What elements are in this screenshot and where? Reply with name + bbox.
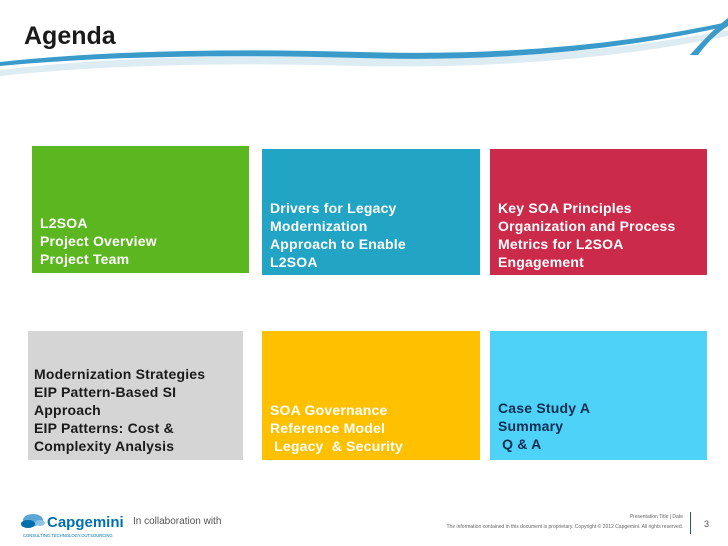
tile-line: Approach to Enable bbox=[270, 236, 406, 252]
tile-line: Engagement bbox=[498, 254, 585, 270]
collaboration-text: In collaboration with bbox=[133, 516, 222, 527]
agenda-tile-drivers[interactable]: Drivers for Legacy Modernization Approac… bbox=[262, 149, 480, 275]
footer-divider bbox=[690, 512, 691, 534]
tile-line: Drivers for Legacy bbox=[270, 200, 397, 216]
presentation-title: Presentation Title | Date bbox=[629, 514, 683, 520]
tile-line: Modernization Strategies bbox=[34, 366, 206, 382]
tile-line: EIP Patterns: Cost & bbox=[34, 420, 174, 436]
tile-line: SOA Governance bbox=[270, 402, 388, 418]
tile-line: Modernization bbox=[270, 218, 368, 234]
tile-line: Approach bbox=[34, 402, 101, 418]
tile-line: Metrics for L2SOA bbox=[498, 236, 624, 252]
tile-line: Organization and Process bbox=[498, 218, 676, 234]
agenda-tile-project[interactable]: L2SOA Project Overview Project Team bbox=[32, 146, 249, 273]
tile-line: Case Study A bbox=[498, 400, 591, 416]
tile-line: Legacy & Security bbox=[270, 438, 403, 454]
tile-line: Project Overview bbox=[40, 233, 157, 249]
logo-tagline: CONSULTING.TECHNOLOGY.OUTSOURCING bbox=[23, 533, 113, 538]
tile-line: Summary bbox=[498, 418, 564, 434]
agenda-tile-principles[interactable]: Key SOA Principles Organization and Proc… bbox=[490, 149, 707, 275]
tile-line: L2SOA bbox=[270, 254, 318, 270]
tile-line: Reference Model bbox=[270, 420, 386, 436]
page-title: Agenda bbox=[24, 22, 116, 50]
tile-line: Project Team bbox=[40, 251, 130, 267]
tile-line: Complexity Analysis bbox=[34, 438, 175, 454]
agenda-tile-governance[interactable]: SOA Governance Reference Model Legacy & … bbox=[262, 331, 480, 460]
header-swoosh bbox=[0, 18, 728, 76]
page-number: 3 bbox=[704, 519, 710, 529]
copyright-disclaimer: The information contained in this docume… bbox=[446, 524, 684, 530]
agenda-tile-casestudy[interactable]: Case Study A Summary Q & A bbox=[490, 331, 707, 460]
tile-line: Q & A bbox=[498, 436, 542, 452]
tile-line: EIP Pattern-Based SI bbox=[34, 384, 177, 400]
logo-wordmark: Capgemini bbox=[47, 514, 124, 531]
tile-line: L2SOA bbox=[40, 215, 88, 231]
tile-line: Key SOA Principles bbox=[498, 200, 632, 216]
capgemini-logo: Capgemini CONSULTING.TECHNOLOGY.OUTSOURC… bbox=[21, 514, 124, 538]
agenda-tile-strategies[interactable]: Modernization Strategies EIP Pattern-Bas… bbox=[28, 331, 243, 460]
